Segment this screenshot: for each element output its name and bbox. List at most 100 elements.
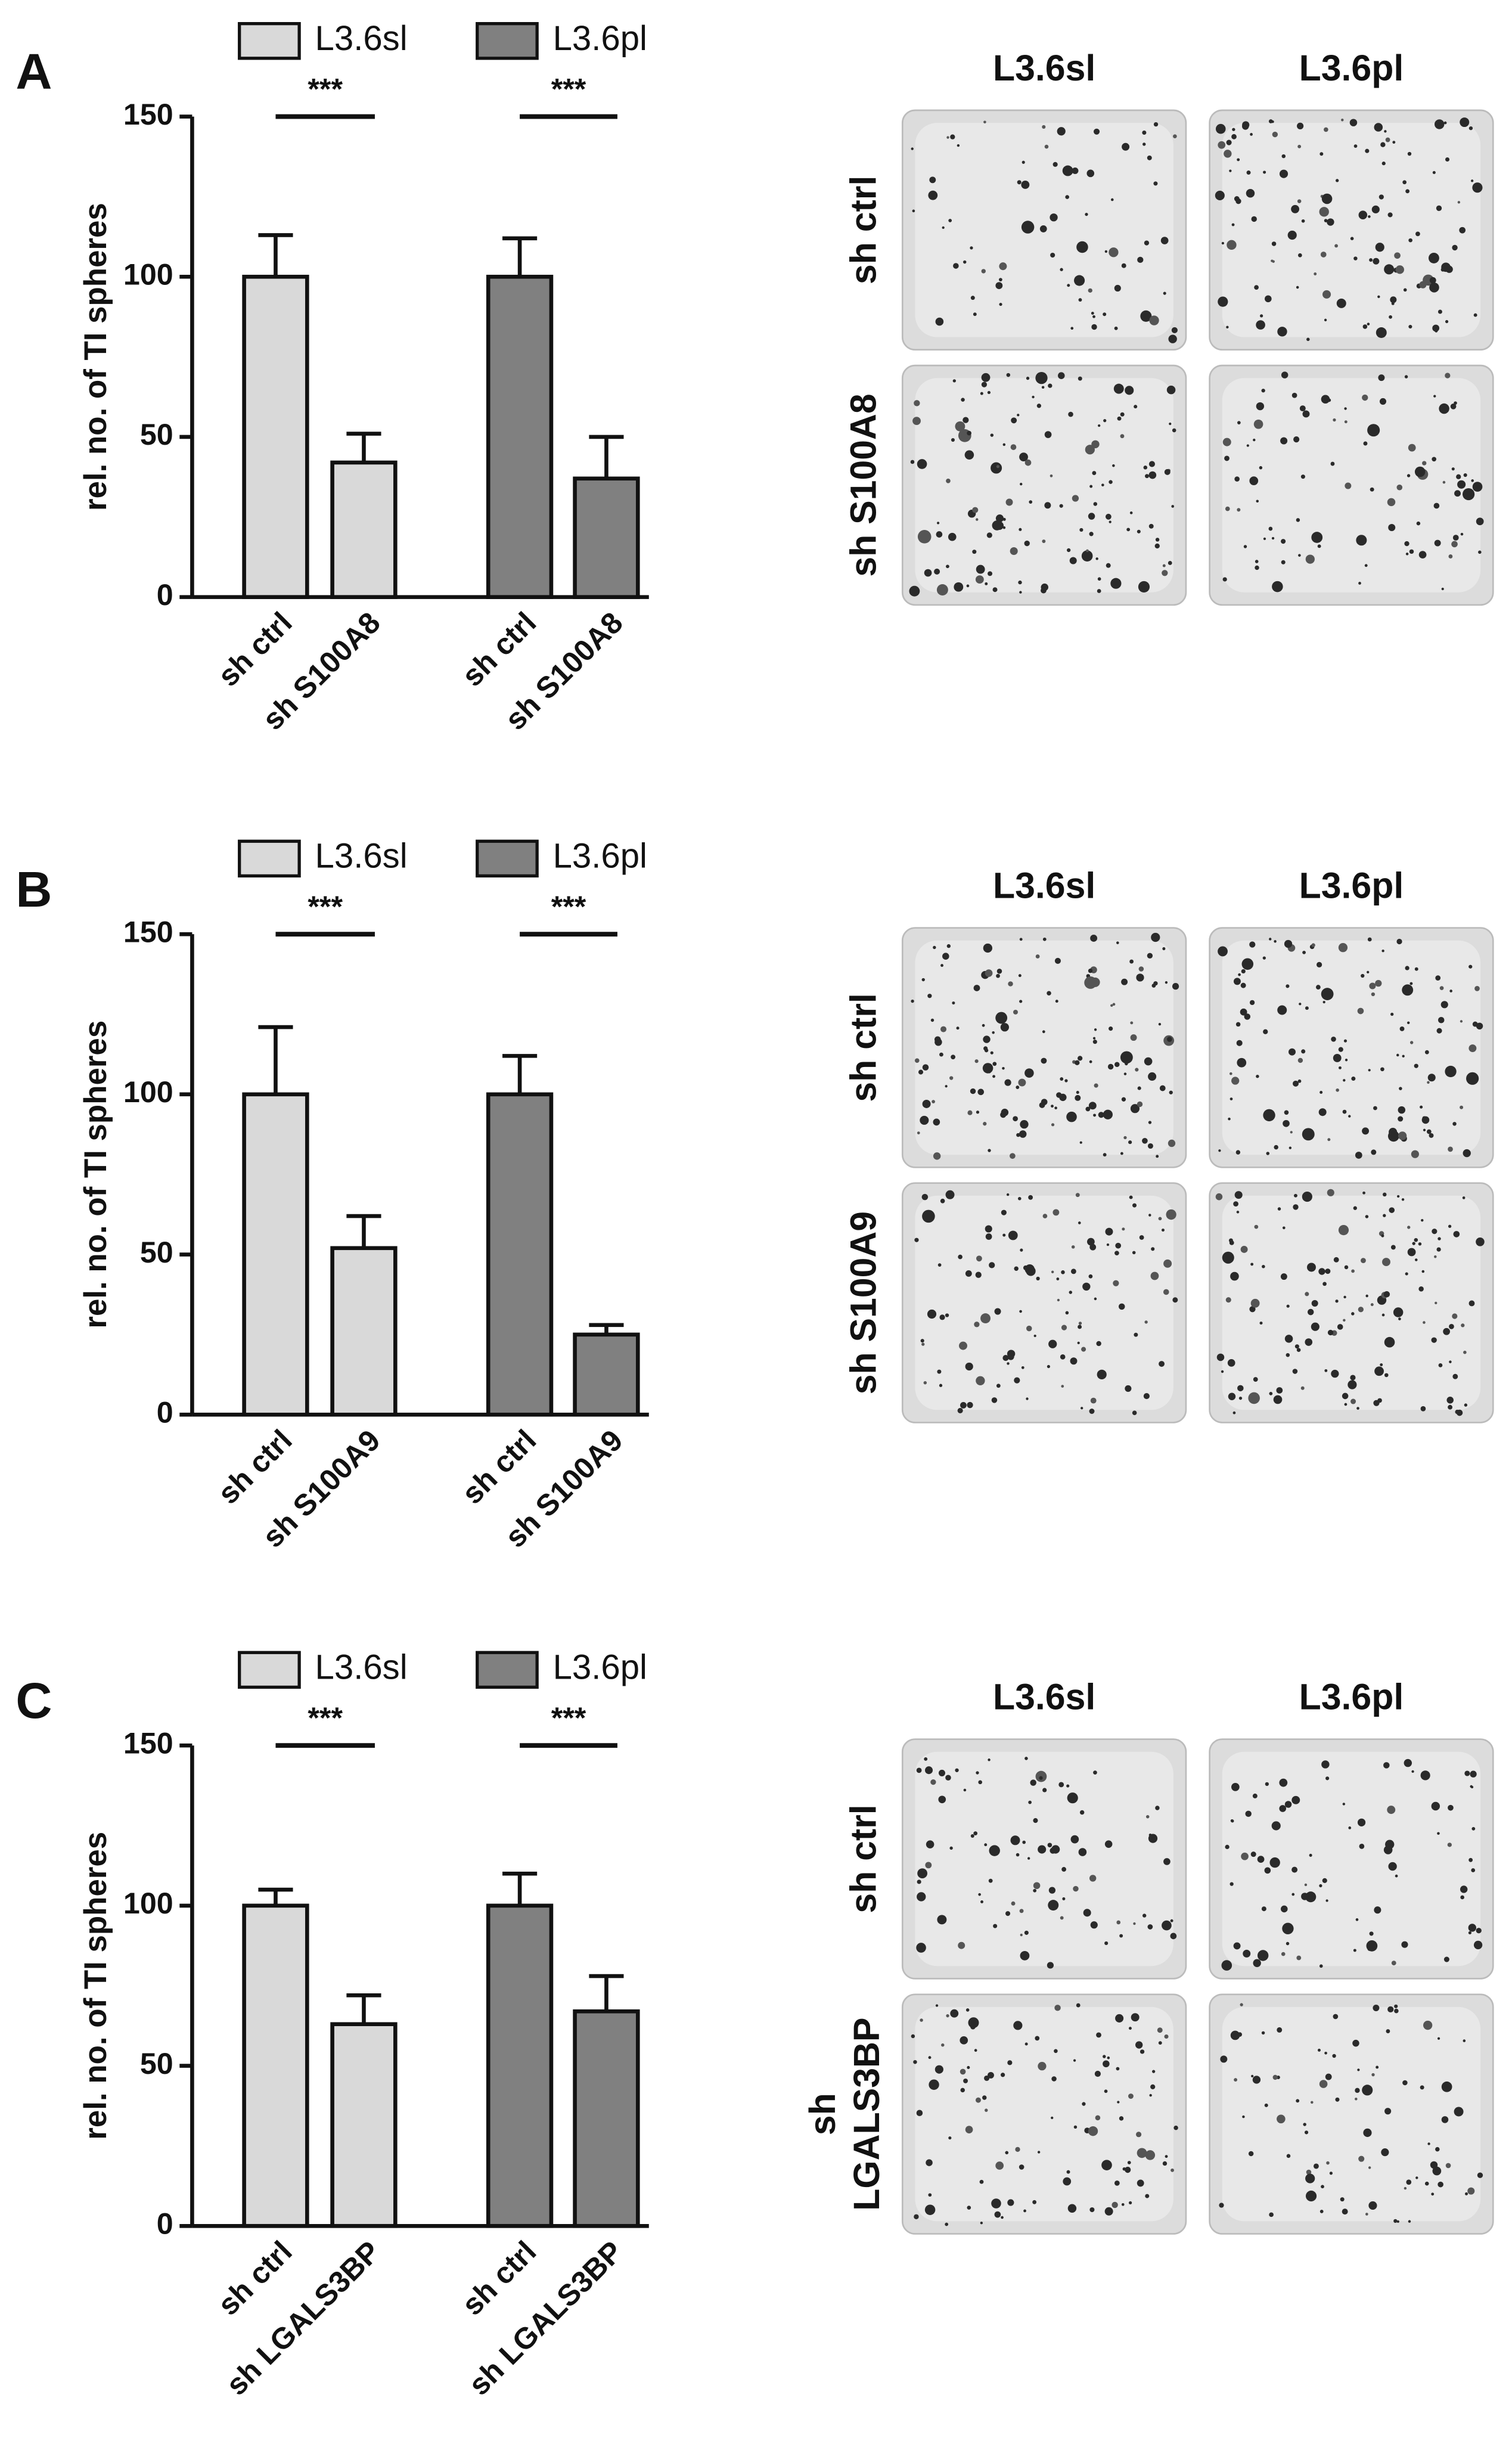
colony [1047, 1843, 1052, 1848]
image-row-label: sh S100A9 [843, 1211, 884, 1394]
colony [1436, 1028, 1442, 1034]
colony [1231, 134, 1237, 139]
colony [1051, 1123, 1055, 1127]
colony [960, 2068, 966, 2075]
colony [1473, 313, 1477, 317]
colony [1307, 1308, 1314, 1316]
colony [1421, 1270, 1425, 1273]
colony [1240, 1008, 1247, 1016]
colony [1284, 1335, 1293, 1343]
colony [1263, 537, 1266, 541]
colony [981, 373, 991, 382]
colony [1017, 414, 1020, 417]
colony [999, 262, 1007, 271]
colony [1137, 2148, 1147, 2158]
colony [1069, 1291, 1073, 1294]
colony [1218, 946, 1228, 957]
colony [1318, 1108, 1327, 1116]
colony [981, 381, 988, 387]
colony [1238, 973, 1241, 976]
colony [1338, 943, 1348, 953]
colony [1048, 383, 1052, 388]
colony [1148, 1072, 1157, 1081]
colony [1322, 1282, 1327, 1286]
colony [1406, 2179, 1412, 2185]
colony [1476, 1928, 1482, 1934]
colony [1145, 474, 1149, 479]
colony [1324, 219, 1328, 223]
colony [1402, 984, 1414, 996]
colony [1097, 589, 1101, 593]
colony [979, 2179, 984, 2184]
colony [1293, 1193, 1297, 1198]
colony [955, 421, 965, 432]
colony [996, 973, 1000, 978]
colony [1241, 969, 1246, 974]
colony [1460, 1020, 1463, 1023]
colony [1336, 1088, 1339, 1092]
colony [1382, 1258, 1390, 1267]
colony [1343, 1295, 1346, 1299]
colony [1094, 2070, 1101, 2077]
x-tick-label: sh ctrl [455, 1423, 542, 1510]
colony [1078, 1056, 1083, 1061]
colony [1138, 966, 1144, 972]
colony [1385, 137, 1390, 142]
colony [1438, 1237, 1441, 1240]
colony [1000, 1023, 1010, 1032]
colony [1371, 2073, 1375, 2077]
colony [1464, 1403, 1468, 1407]
colony [1447, 1843, 1452, 1847]
colony [1315, 985, 1321, 990]
colony [936, 584, 948, 595]
colony [1249, 941, 1256, 948]
colony [1104, 2207, 1113, 2216]
colony [1007, 1353, 1014, 1360]
colony [1387, 212, 1393, 218]
colony [1384, 264, 1395, 275]
colony [928, 2056, 932, 2060]
colony [1060, 1077, 1064, 1081]
colony [1088, 288, 1092, 293]
colony [1291, 392, 1297, 398]
colony [990, 1051, 993, 1054]
colony [1457, 480, 1466, 489]
colony [1468, 126, 1473, 131]
colony [1237, 2032, 1243, 2037]
colony [1047, 1364, 1051, 1369]
colony [993, 1924, 998, 1928]
colony [1078, 298, 1082, 302]
colony [1351, 1077, 1356, 1081]
colony [1319, 152, 1324, 156]
legend-label: L3.6sl [315, 1648, 408, 1687]
colony [992, 1062, 997, 1066]
colony [1303, 2123, 1306, 2126]
colony [1112, 1003, 1116, 1006]
colony [1362, 2085, 1373, 2096]
colony [1281, 539, 1286, 544]
colony [1383, 1762, 1390, 1769]
colony [1296, 1348, 1301, 1353]
colony [1277, 1207, 1281, 1211]
colony [982, 1023, 985, 1027]
colony [1033, 1888, 1037, 1893]
colony [1452, 244, 1458, 251]
colony [1367, 937, 1372, 942]
colony [1114, 1062, 1120, 1068]
colony [1330, 461, 1335, 466]
colony [1419, 281, 1427, 289]
colony [1116, 1920, 1121, 1925]
colony [1399, 1087, 1402, 1090]
colony [980, 392, 983, 395]
colony [1370, 487, 1374, 492]
colony [1026, 376, 1030, 380]
colony [1027, 1857, 1030, 1860]
colony [1132, 1410, 1137, 1415]
colony [1395, 265, 1404, 274]
colony [1129, 1195, 1133, 1199]
colony [1297, 144, 1302, 148]
colony [1362, 1127, 1370, 1135]
colony [1024, 540, 1030, 547]
colony [1401, 1941, 1408, 1948]
colony [1439, 403, 1449, 414]
